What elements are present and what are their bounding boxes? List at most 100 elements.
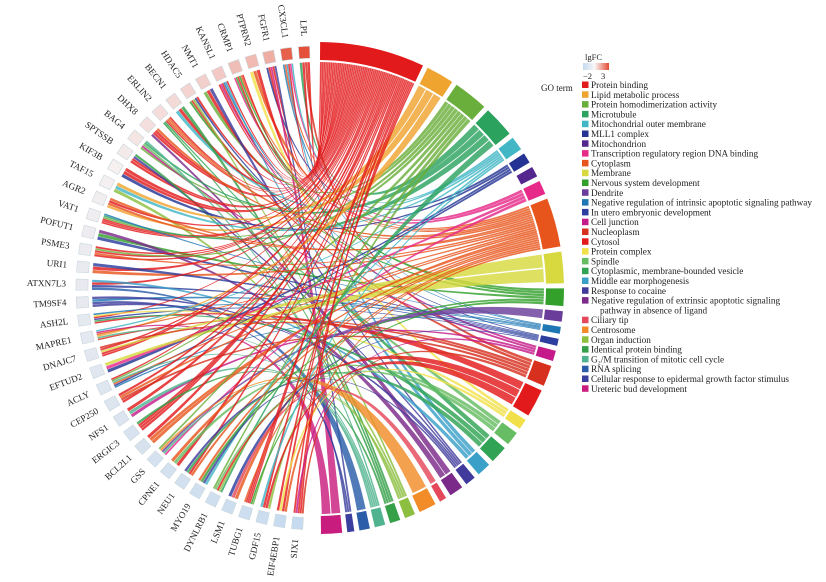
- gene-term-ribbon: [166, 118, 532, 237]
- legend-label: Spindle: [591, 256, 619, 266]
- legend-label: Centrosome: [591, 325, 635, 335]
- gene-label: TAF15: [68, 158, 96, 179]
- legend-swatch: [582, 316, 589, 324]
- gene-lgfc-tile: [112, 410, 130, 427]
- gene-term-ribbon: [104, 268, 544, 367]
- gene-term-ribbon: [302, 62, 322, 176]
- legend-swatch: [582, 336, 589, 343]
- legend-swatch: [582, 248, 589, 255]
- legend-swatch: [582, 120, 589, 128]
- gene-label: MAPRE1: [35, 335, 73, 352]
- gene-label: URI1: [46, 258, 68, 270]
- gene-lgfc-tile: [95, 379, 113, 396]
- legend-label: Dendrite: [591, 188, 623, 198]
- legend-label: In utero embryonic development: [591, 207, 712, 217]
- legend-swatch: [582, 199, 589, 206]
- term-arc: [345, 513, 355, 533]
- legend-swatch: [582, 326, 589, 333]
- legend-label: Microtubule: [591, 109, 636, 119]
- term-arc: [384, 502, 401, 524]
- gene-label: KIF3B: [78, 141, 105, 163]
- legend-label: RNA splicing: [591, 364, 642, 374]
- term-arc: [504, 410, 526, 429]
- lgfc-min-label: −2: [583, 71, 592, 81]
- gene-term-ribbon: [301, 350, 527, 514]
- legend-swatch: [582, 140, 589, 147]
- lgfc-scale-title: lgFC: [585, 52, 602, 62]
- gene-term-ribbon: [242, 62, 335, 179]
- legend-label: Nervous system development: [591, 178, 700, 188]
- gene-label: DNAJC7: [42, 353, 78, 372]
- legend-swatch: [582, 218, 589, 226]
- gene-lgfc-tile: [298, 45, 311, 60]
- gene-lgfc-tile: [107, 158, 124, 176]
- term-arc-layer: [319, 42, 564, 534]
- legend-label: MLL1 complex: [591, 129, 649, 139]
- legend-label: Cellular response to epidermal growth fa…: [591, 374, 789, 384]
- legend-label: Cell junction: [591, 217, 639, 227]
- legend-label: Nucleoplasm: [591, 227, 639, 237]
- term-arc: [543, 309, 563, 322]
- gene-term-ribbon: [307, 62, 324, 176]
- gene-label: PTPRN2: [234, 12, 253, 47]
- gene-lgfc-tile: [151, 103, 169, 122]
- legend-label: Identical protein binding: [591, 345, 682, 355]
- gene-lgfc-tile: [273, 513, 287, 529]
- gene-label: HDAC5: [159, 49, 184, 80]
- gene-lgfc-tile: [174, 472, 191, 490]
- gene-label: TM9SF4: [33, 297, 67, 309]
- gene-lgfc-tile: [123, 424, 141, 442]
- gene-label: CX3CL1: [276, 4, 290, 39]
- gene-lgfc-tile: [83, 347, 100, 362]
- gene-term-ribbon: [156, 128, 533, 240]
- gene-term-ribbon: [184, 378, 456, 472]
- legend-label: Middle ear morphogenesis: [591, 276, 689, 286]
- legend-label: Lipid metabolic process: [591, 90, 680, 100]
- term-arc: [431, 482, 447, 502]
- lgfc-max-label: 3: [601, 71, 605, 81]
- gene-term-ribbon: [144, 129, 484, 214]
- term-arc: [523, 180, 546, 201]
- gene-term-ribbon: [238, 75, 544, 294]
- term-arc: [527, 360, 552, 386]
- legend-label: Transcription regulatory region DNA bind…: [591, 149, 758, 159]
- gene-label: PSME3: [40, 236, 70, 251]
- legend-swatch: [582, 150, 589, 157]
- gene-label: FGFR1: [256, 13, 272, 42]
- term-arc: [479, 436, 505, 462]
- gene-label: SPTSSB: [83, 120, 115, 147]
- legend-label: Protein binding: [591, 80, 648, 90]
- legend-swatch: [582, 228, 589, 235]
- gene-term-ribbon: [106, 89, 434, 231]
- gene-lgfc-tile: [98, 174, 116, 191]
- gene-lgfc-tile: [138, 116, 156, 134]
- gene-lgfc-tile: [238, 504, 254, 521]
- gene-label: ASH2L: [39, 316, 69, 330]
- gene-label: SIX1: [289, 538, 301, 559]
- gene-term-ribbon: [114, 316, 541, 389]
- gene-lgfc-tile: [262, 49, 277, 65]
- term-arc: [542, 324, 561, 334]
- legend-label: Cytoplasm: [591, 158, 631, 168]
- gene-lgfc-tile: [279, 47, 294, 62]
- gene-label: LPL: [298, 20, 309, 37]
- gene-label: POFUT1: [39, 215, 74, 233]
- gene-label: AGR2: [61, 178, 87, 197]
- gene-label: VAT1: [57, 198, 81, 214]
- gene-label: BECN1: [143, 62, 169, 91]
- gene-lgfc-tile: [85, 207, 102, 223]
- gene-label: NEU1: [155, 491, 177, 516]
- gene-lgfc-tile: [211, 65, 227, 82]
- legend-label: Ureteric bud development: [591, 384, 687, 394]
- term-arc: [398, 497, 415, 519]
- term-arc: [535, 346, 556, 362]
- gene-term-ribbon: [95, 108, 459, 257]
- legend-swatch: [582, 267, 589, 275]
- term-arc: [466, 451, 490, 475]
- gene-label: ATXN7L3: [27, 278, 67, 289]
- term-arc: [512, 383, 542, 416]
- gene-term-ribbon: [237, 62, 333, 179]
- term-arc: [356, 510, 370, 531]
- term-arc: [440, 472, 463, 496]
- legend-swatch: [582, 101, 589, 108]
